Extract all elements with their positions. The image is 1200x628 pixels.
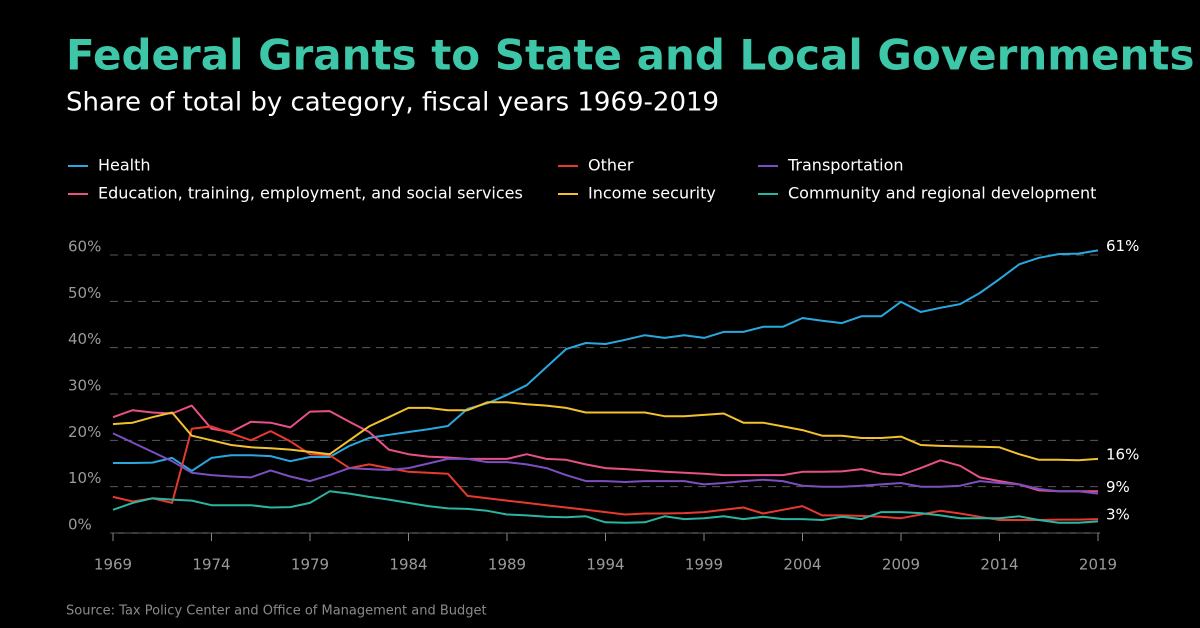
y-tick-label: 40% <box>68 330 101 348</box>
legend-label: Community and regional development <box>788 184 1096 203</box>
x-tick-label: 1969 <box>94 556 132 574</box>
chart-title: Federal Grants to State and Local Govern… <box>66 31 1194 80</box>
legend-label: Other <box>588 156 634 175</box>
legend-label: Health <box>98 156 151 175</box>
value-label: 3% <box>1106 506 1130 524</box>
y-tick-label: 30% <box>68 377 101 395</box>
x-tick-label: 1989 <box>488 556 526 574</box>
y-tick-label: 10% <box>68 469 101 487</box>
y-tick-label: 20% <box>68 423 101 441</box>
series-line <box>113 249 1099 472</box>
x-tick-label: 1979 <box>291 556 329 574</box>
x-tick-label: 2014 <box>980 556 1018 574</box>
x-tick-label: 2019 <box>1079 556 1117 574</box>
y-tick-label: 0% <box>68 516 92 534</box>
x-tick-label: 2009 <box>882 556 920 574</box>
legend-label: Education, training, employment, and soc… <box>98 184 523 203</box>
y-tick-label: 50% <box>68 284 101 302</box>
legend-label: Income security <box>588 184 716 203</box>
x-tick-label: 2004 <box>783 556 821 574</box>
x-tick-label: 1999 <box>685 556 723 574</box>
chart-subtitle: Share of total by category, fiscal years… <box>66 88 719 118</box>
x-tick-label: 1984 <box>389 556 427 574</box>
series-line <box>112 425 1099 521</box>
series-line <box>112 432 1099 495</box>
value-label: 16% <box>1106 445 1139 463</box>
value-label: 61% <box>1106 237 1139 255</box>
legend-label: Transportation <box>787 156 904 175</box>
value-label: 9% <box>1106 478 1130 496</box>
series-line <box>112 490 1099 524</box>
series-line <box>112 401 1099 462</box>
series-line <box>112 404 1098 493</box>
y-tick-label: 60% <box>68 238 101 256</box>
source-note: Source: Tax Policy Center and Office of … <box>66 604 487 619</box>
x-tick-label: 1974 <box>192 556 230 574</box>
x-tick-label: 1994 <box>586 556 624 574</box>
